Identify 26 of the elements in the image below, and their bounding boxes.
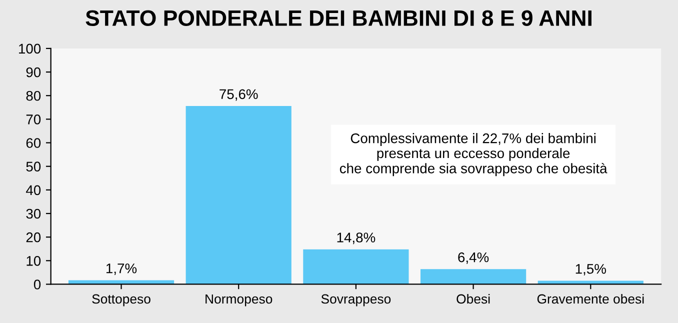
y-tick-label: 70 xyxy=(26,114,41,124)
y-tick-label: 50 xyxy=(26,162,41,172)
annotation: Complessivamente il 22,7% dei bambini presenta un eccesso ponderale che comprende sia sovrappeso che obesità xyxy=(340,133,608,176)
y-tick-label: 40 xyxy=(26,185,41,196)
y-tick-label: 60 xyxy=(26,138,41,148)
x-tick-label: Obesi xyxy=(456,294,490,304)
bar xyxy=(420,269,526,284)
chart-title: STATO PONDERALE DEI BAMBINI DI 8 E 9 ANNI xyxy=(86,10,592,26)
data-label: 14,8% xyxy=(337,232,376,244)
y-tick-label: 0 xyxy=(34,280,41,290)
data-label: 1,7% xyxy=(106,264,137,275)
y-tick-label: 90 xyxy=(26,67,41,78)
x-tick-label: Sottopeso xyxy=(92,294,150,306)
x-tick-label: Gravemente obesi xyxy=(537,294,644,304)
y-tick-label: 30 xyxy=(26,208,41,219)
data-label: 75,6% xyxy=(220,89,258,101)
x-tick-label: Normopeso xyxy=(206,294,272,306)
x-tick-label: Sovrappeso xyxy=(321,294,391,306)
bar xyxy=(303,249,409,284)
data-label: 1,5% xyxy=(576,264,606,276)
y-tick-label: 80 xyxy=(26,90,41,101)
bar xyxy=(186,106,292,284)
y-tick-label: 10 xyxy=(26,256,41,266)
y-tick-label: 100 xyxy=(19,44,41,54)
y-tick-label: 20 xyxy=(26,232,41,242)
data-label: 6,4% xyxy=(458,252,489,264)
